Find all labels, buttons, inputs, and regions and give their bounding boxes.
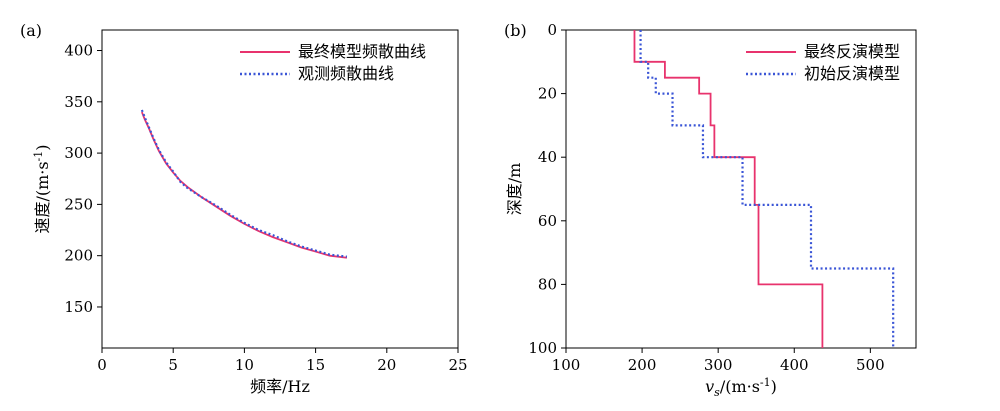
x-tick-label: 15 (306, 356, 325, 374)
legend-label-1: 最终反演模型 (804, 42, 900, 61)
panel-label: (a) (20, 21, 42, 40)
x-tick-label: 25 (448, 356, 467, 374)
y-tick-label: 0 (547, 21, 557, 39)
series-line-1 (141, 111, 348, 259)
plot-frame (565, 29, 917, 349)
x-tick-label: 500 (856, 356, 885, 374)
y-tick-label: 150 (64, 298, 93, 316)
x-tick-label: 20 (377, 356, 396, 374)
y-tick-label: 100 (528, 339, 557, 357)
chart-panel-a: 0 5 10 15 20 25 150 200 250 300 350 400 (a) 速度/(m·s-1… (20, 21, 468, 396)
x-tick-label: 300 (704, 356, 733, 374)
y-tick-label: 20 (538, 85, 557, 103)
legend-label-1: 最终模型频散曲线 (298, 42, 426, 61)
x-tick-label: 400 (780, 356, 809, 374)
series-line-1 (633, 30, 824, 348)
x-tick-label: 100 (552, 356, 581, 374)
y-axis-label: 深度/m (505, 163, 524, 216)
x-tick-label: 5 (168, 356, 178, 374)
y-tick-label: 300 (64, 144, 93, 162)
y-tick-label: 80 (538, 275, 557, 293)
plot-frame (101, 29, 459, 349)
y-tick-label: 60 (538, 212, 557, 230)
y-tick-label: 350 (64, 93, 93, 111)
y-tick-label: 250 (64, 195, 93, 213)
x-axis-label: 频率/Hz (250, 377, 310, 396)
panel-label: (b) (504, 21, 527, 40)
chart-panel-b: 100 200 300 400 500 0 20 40 60 80 100 (b) 深度/m vs/(m·… (504, 21, 917, 399)
x-axis-label: vs/(m·s-1) (705, 376, 777, 399)
series-line-2 (140, 109, 348, 258)
legend-label-2: 观测频散曲线 (298, 64, 394, 83)
x-tick-label: 10 (235, 356, 254, 374)
y-tick-label: 40 (538, 148, 557, 166)
y-tick-label: 200 (64, 247, 93, 265)
y-tick-label: 400 (64, 42, 93, 60)
x-tick-label: 0 (97, 356, 107, 374)
x-tick-label: 200 (628, 356, 657, 374)
y-axis-label: 速度/(m·s-1) (32, 144, 52, 233)
legend-label-2: 初始反演模型 (804, 64, 900, 83)
